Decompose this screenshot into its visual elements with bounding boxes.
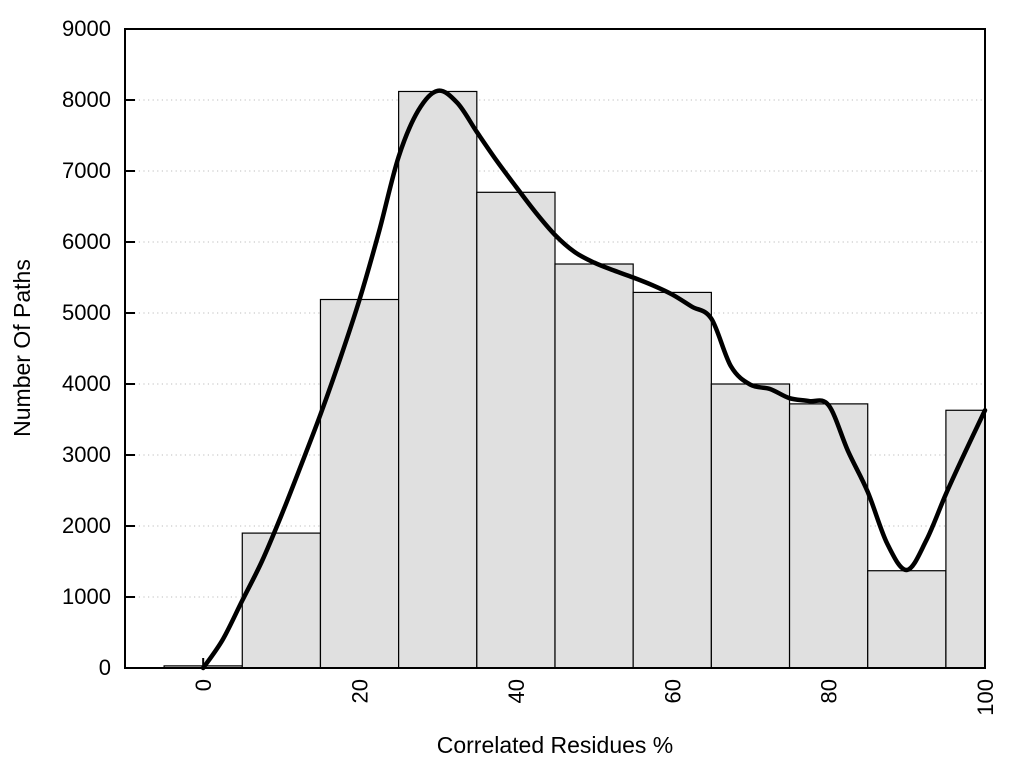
y-tick-label: 6000 [62,229,111,254]
y-tick-label: 8000 [62,87,111,112]
axis-titles-layer: Correlated Residues % Number Of Paths [9,259,673,758]
x-tick-label: 40 [504,679,529,703]
x-tick-label: 60 [660,679,685,703]
curve-layer [200,88,988,671]
histogram-bar [554,263,634,669]
smoothed-density-curve [200,88,988,671]
y-tick-label: 1000 [62,584,111,609]
histogram-bar [319,298,400,669]
y-axis-title: Number Of Paths [9,259,35,437]
tick-labels-layer: 0 1000 2000 3000 4000 5000 6000 7000 8000 9000 0 20… [62,16,998,716]
y-tick-label: 5000 [62,300,111,325]
bars-layer [163,90,986,669]
y-tick-label: 0 [99,655,111,680]
x-tick-label: 100 [973,679,998,716]
x-tick-label: 20 [348,679,373,703]
y-tick-label: 9000 [62,16,111,41]
histogram-bar [476,191,556,669]
histogram-bar [398,90,478,669]
y-tick-label: 3000 [62,442,111,467]
plot-frame-layer [124,28,986,669]
histogram-bar [788,403,869,669]
y-tick-label: 4000 [62,371,111,396]
histogram-bar [241,532,322,669]
x-axis-title: Correlated Residues % [437,732,674,758]
x-tick-label: 80 [817,679,842,703]
x-tick-label: 0 [191,679,216,691]
plot-border [124,28,986,669]
histogram-bar [867,570,947,669]
histogram-bar [632,291,712,669]
y-tick-label: 2000 [62,513,111,538]
y-tick-label: 7000 [62,158,111,183]
histogram-bar [710,383,791,669]
